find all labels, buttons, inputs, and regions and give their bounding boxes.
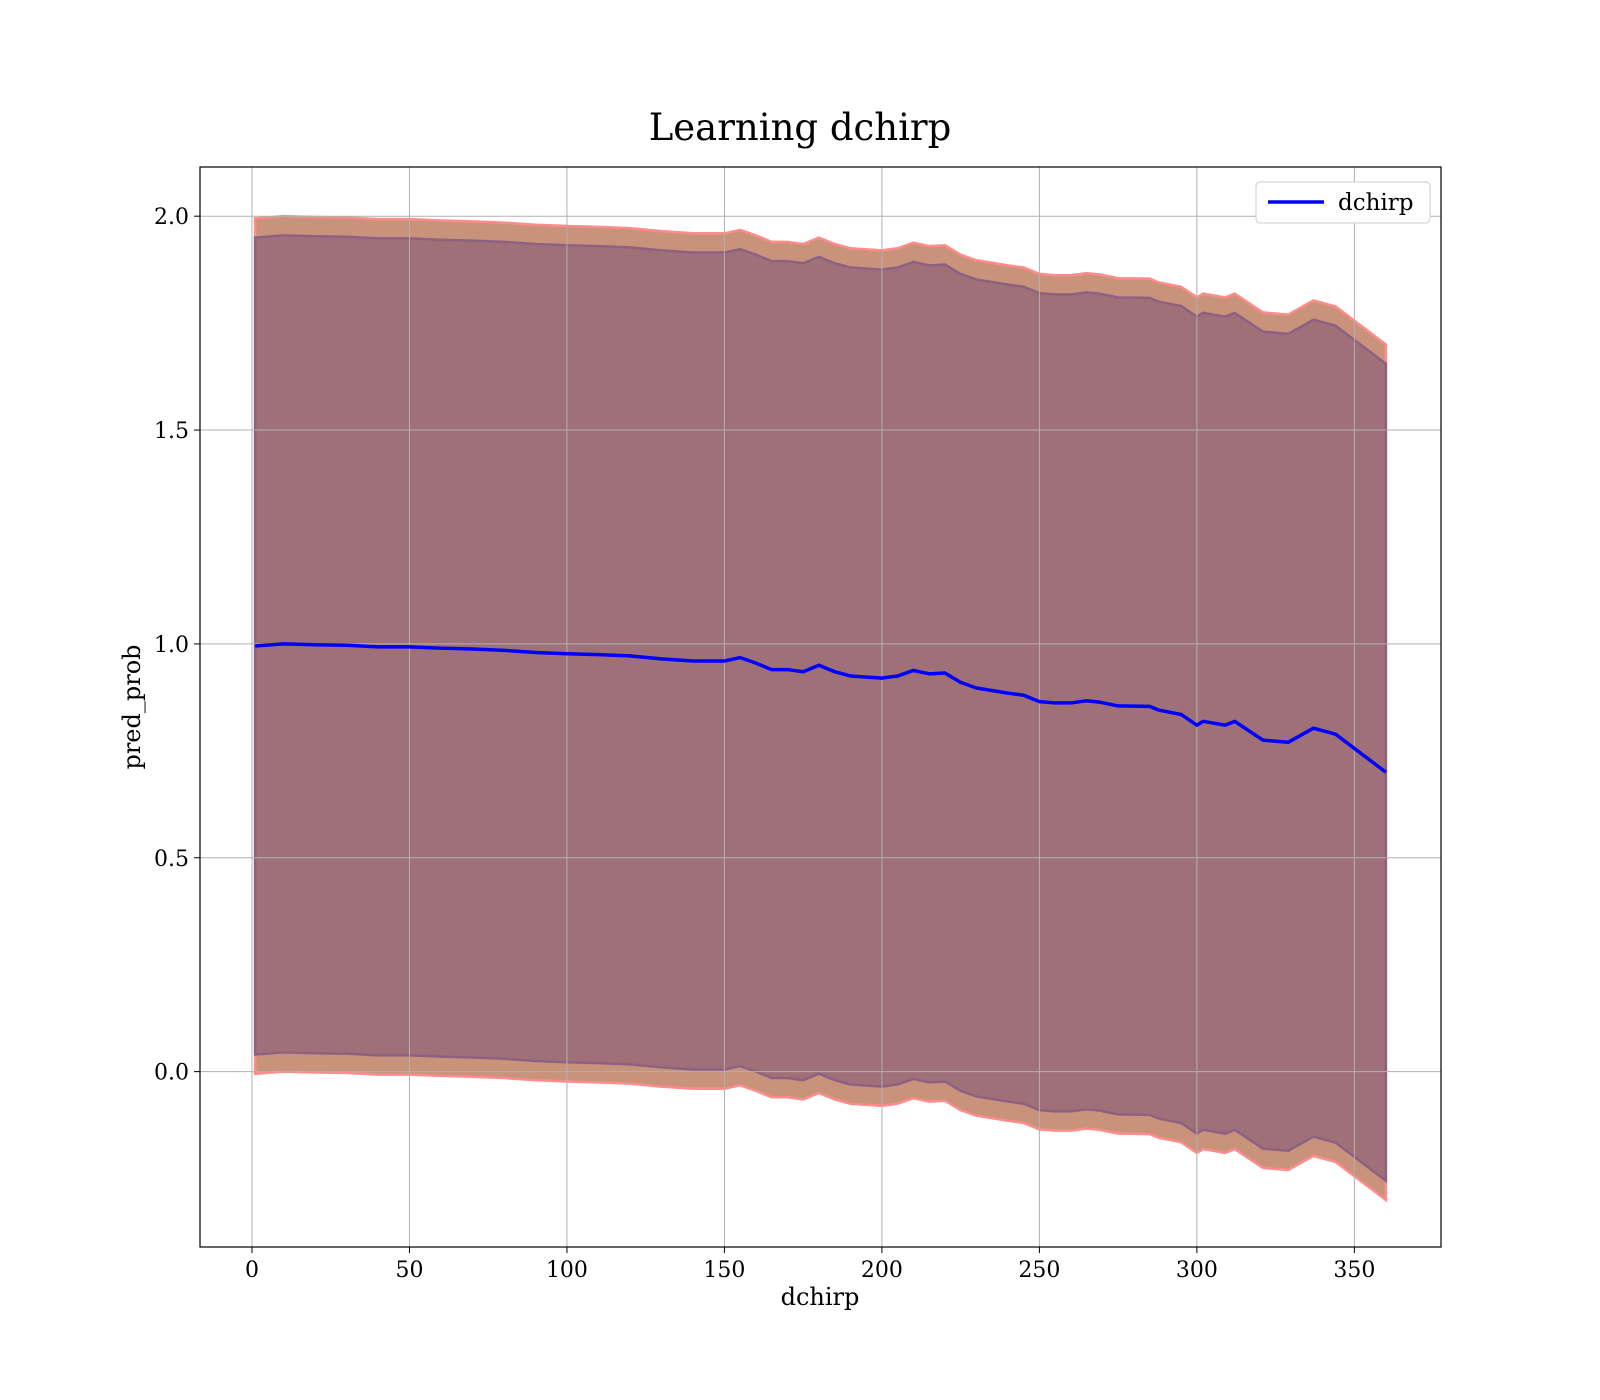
series-lines	[254, 642, 1387, 774]
x-tick-label: 350	[1333, 1258, 1375, 1283]
legend-label-dchirp: dchirp	[1338, 190, 1414, 216]
x-tick-label: 200	[861, 1258, 903, 1283]
chart-title: Learning dchirp	[649, 106, 952, 149]
legend: dchirp	[1255, 181, 1431, 224]
series-line-dchirp	[254, 642, 1387, 774]
inner-band	[253, 234, 1388, 1184]
x-tick-label: 50	[395, 1258, 423, 1283]
x-tick-label: 100	[546, 1258, 588, 1283]
y-tick-label: 1.5	[154, 419, 189, 444]
x-tick-label: 300	[1176, 1258, 1218, 1283]
y-tick-label: 1.0	[154, 633, 189, 658]
y-tick-label: 0.0	[154, 1061, 189, 1086]
y-axis-ticks: 0.0 0.5 1.0 1.5 2.0	[154, 205, 200, 1086]
x-tick-label: 250	[1018, 1258, 1060, 1283]
y-tick-label: 0.5	[154, 847, 189, 872]
x-axis-label: dchirp	[781, 1283, 860, 1311]
y-axis-label: pred_prob	[118, 644, 146, 769]
x-axis-ticks: 0 50 100 150 200 250 300 350	[245, 1247, 1375, 1283]
confidence-bands	[253, 214, 1388, 1203]
grid-lines	[200, 167, 1441, 1247]
legend-box	[1255, 181, 1431, 224]
x-tick-label: 150	[703, 1258, 745, 1283]
x-tick-label: 0	[245, 1258, 259, 1283]
y-tick-label: 2.0	[154, 205, 189, 230]
plot-frame	[199, 166, 1442, 1248]
